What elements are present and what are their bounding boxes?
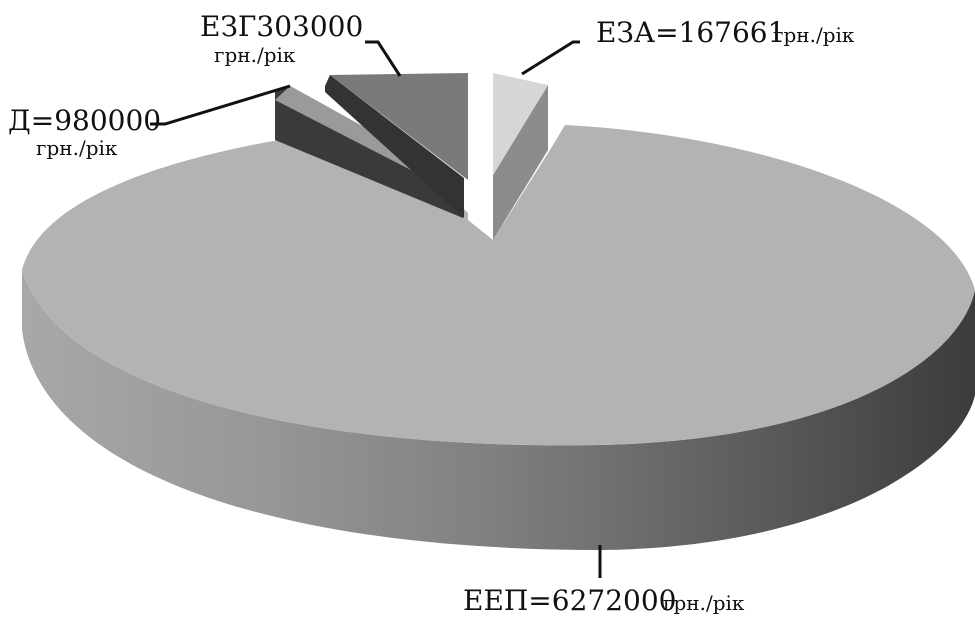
label-eep-unit: грн./рік <box>663 591 745 615</box>
slice-ezg-top <box>330 73 468 180</box>
label-eep: ЕЕП=6272000 <box>463 584 676 617</box>
leader-line-d <box>150 84 291 126</box>
slice-eep-top <box>22 125 975 446</box>
leader-line-ezg <box>365 40 402 77</box>
label-d: Д=980000 <box>8 104 161 137</box>
label-eza: ЕЗА=167661 <box>596 16 785 49</box>
slice-eep-side <box>22 270 975 550</box>
leader-line-eza <box>521 40 580 76</box>
slice-ezg-side <box>325 75 464 218</box>
label-d-unit: грн./рік <box>36 136 118 160</box>
slice-eza-side <box>493 85 548 240</box>
label-ezg: ЕЗГ303000 <box>200 10 363 43</box>
slice-gap <box>468 73 493 240</box>
label-ezg-unit: грн./рік <box>214 43 296 67</box>
label-eza-unit: грн./рік <box>773 23 855 47</box>
slice-eza-top <box>493 73 548 175</box>
